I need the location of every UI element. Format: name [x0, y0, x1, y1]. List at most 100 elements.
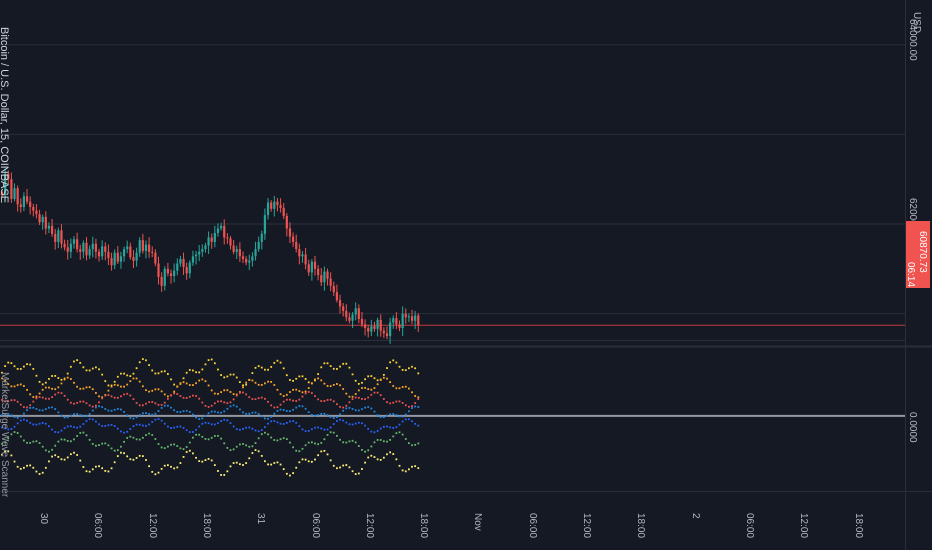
indicator-dot [411, 420, 413, 423]
indicator-dot [201, 460, 204, 463]
indicator-dot [19, 419, 22, 422]
candle-body [229, 238, 232, 246]
indicator-dot [51, 387, 53, 390]
candle-body [385, 333, 389, 337]
indicator-dot [141, 436, 144, 439]
indicator-dot [235, 445, 238, 448]
indicator-dot [226, 419, 229, 422]
indicator-dot [260, 396, 263, 399]
indicator-dot [395, 400, 398, 403]
indicator-dot [242, 427, 244, 430]
indicator-dot [354, 393, 357, 395]
indicator-dot [376, 458, 379, 461]
indicator-dot [123, 385, 125, 388]
candle-body [260, 233, 263, 242]
indicator-dot [204, 415, 207, 417]
indicator-dot [88, 386, 91, 389]
indicator-dot [320, 366, 323, 369]
indicator-dot [113, 449, 116, 452]
indicator-dot [401, 401, 404, 404]
symbol-title: Bitcoin / U.S. Dollar, 15, COINBASE [0, 27, 10, 204]
indicator-dot [54, 431, 57, 433]
indicator-dot [213, 464, 216, 467]
indicator-dot [38, 442, 41, 444]
candle-body [135, 252, 138, 261]
indicator-dot [357, 382, 360, 385]
indicator-dot [148, 413, 151, 415]
indicator-dot [160, 370, 163, 373]
indicator-dot [289, 391, 291, 393]
indicator-dot [82, 423, 85, 425]
indicator-dot [41, 383, 44, 386]
indicator-dot [282, 409, 285, 411]
indicator-dot [279, 403, 282, 406]
indicator-dot [151, 369, 154, 372]
indicator-dot [44, 449, 47, 452]
candle-body [72, 239, 76, 244]
indicator-dot [273, 420, 276, 422]
indicator-dot [411, 391, 413, 394]
indicator-dot [329, 398, 332, 401]
indicator-dot [160, 419, 163, 422]
indicator-dot [201, 417, 204, 420]
indicator-dot [217, 470, 219, 472]
indicator-dot [395, 458, 398, 461]
indicator-dot [323, 438, 326, 441]
indicator-dot [245, 444, 248, 447]
indicator-dot [145, 459, 147, 461]
indicator-dot [245, 462, 248, 464]
indicator-dot [264, 460, 266, 463]
indicator-dot [201, 422, 204, 425]
candle-body [179, 258, 182, 264]
candle-body [107, 251, 110, 259]
indicator-dot [10, 399, 13, 402]
indicator-dot [307, 441, 310, 444]
indicator-dot [314, 379, 316, 382]
indicator-dot [198, 371, 201, 374]
indicator-dot [332, 400, 335, 403]
candle-body [360, 319, 364, 325]
indicator-dot [354, 379, 357, 382]
indicator-dot [235, 405, 238, 408]
candle-body [370, 326, 373, 332]
indicator-dot [273, 406, 276, 409]
indicator-dot [154, 418, 157, 421]
indicator-dots-layer [1, 358, 420, 477]
candle-body [47, 225, 51, 229]
candle-body [263, 215, 267, 234]
indicator-dot [332, 431, 335, 434]
indicator-dot [135, 423, 138, 426]
indicator-dot [51, 428, 53, 431]
indicator-dot [401, 420, 404, 423]
indicator-dot [379, 458, 382, 461]
x-tick-label: 06:00 [92, 513, 104, 539]
indicator-dot [23, 466, 25, 469]
indicator-dot [276, 439, 279, 442]
indicator-dot [79, 459, 82, 462]
indicator-dot [69, 453, 72, 456]
indicator-dot [238, 428, 241, 431]
indicator-dot [95, 392, 97, 394]
indicator-dot [98, 368, 100, 371]
indicator-dot [204, 438, 207, 440]
indicator-dot [217, 368, 219, 371]
candle-body [50, 225, 54, 234]
indicator-dot [285, 393, 288, 396]
indicator-dot [145, 402, 147, 405]
indicator-dot [141, 424, 144, 427]
indicator-dot [292, 420, 294, 422]
candle-body [13, 188, 16, 199]
candle-body [307, 264, 310, 273]
indicator-dot [110, 447, 113, 450]
indicator-dot [110, 467, 113, 470]
indicator-dot [41, 396, 44, 399]
indicator-dot [35, 408, 38, 410]
indicator-dot [213, 435, 216, 437]
indicator-dot [16, 422, 19, 425]
candle-body [291, 236, 295, 242]
indicator-dot [320, 379, 323, 382]
indicator-dot [389, 381, 392, 383]
candle-body [141, 240, 144, 251]
indicator-dot [220, 400, 222, 403]
